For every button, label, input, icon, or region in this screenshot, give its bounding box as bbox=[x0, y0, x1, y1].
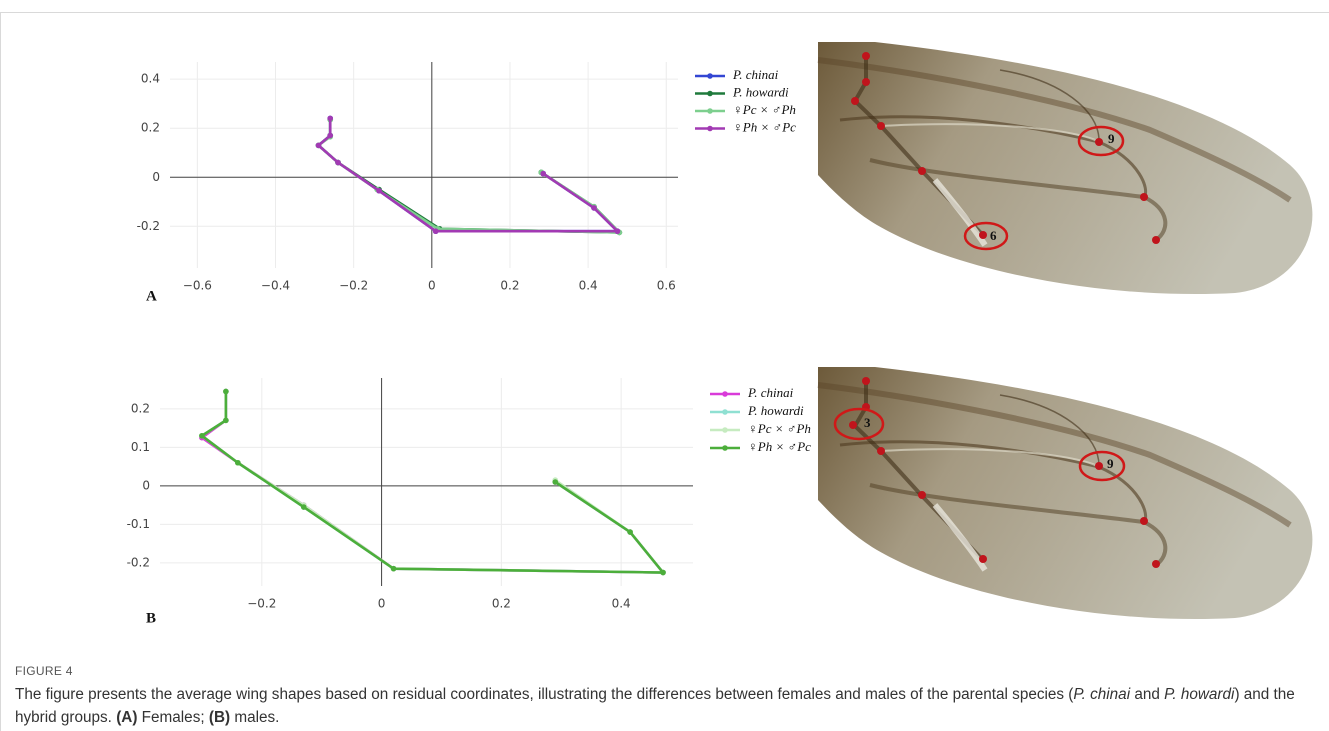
data-point bbox=[335, 160, 341, 166]
data-point bbox=[316, 143, 322, 149]
series-line bbox=[202, 391, 663, 572]
caption-text: (B) bbox=[209, 709, 230, 726]
y-tick-label: 0 bbox=[152, 170, 160, 184]
y-tick-label: 0.2 bbox=[131, 401, 150, 415]
legend-swatch bbox=[722, 409, 728, 415]
data-point bbox=[199, 433, 205, 439]
data-point bbox=[552, 479, 558, 485]
series-line bbox=[318, 118, 617, 231]
data-point bbox=[223, 389, 229, 395]
y-tick-label: -0.1 bbox=[127, 517, 150, 531]
legend-label: P. howardi bbox=[732, 84, 789, 99]
legend-swatch bbox=[707, 91, 713, 97]
caption-text: P. chinai bbox=[1073, 686, 1130, 703]
data-point bbox=[327, 133, 333, 139]
x-tick-label: −0.4 bbox=[261, 279, 290, 293]
legend-label: ♀Ph × ♂Pc bbox=[733, 119, 796, 134]
legend-label: ♀Pc × ♂Ph bbox=[748, 421, 811, 436]
data-point bbox=[301, 504, 307, 510]
x-tick-label: 0.6 bbox=[657, 279, 676, 293]
data-point bbox=[376, 188, 382, 194]
landmark-label: 9 bbox=[1107, 456, 1114, 471]
data-point bbox=[615, 228, 621, 234]
y-tick-label: -0.2 bbox=[127, 555, 150, 569]
data-point bbox=[433, 228, 439, 234]
wing-image: 9 6 bbox=[818, 42, 1312, 294]
y-tick-label: -0.2 bbox=[137, 219, 160, 233]
legend-label: P. chinai bbox=[732, 67, 779, 82]
x-tick-label: 0.2 bbox=[500, 279, 519, 293]
panel-label: A bbox=[146, 288, 157, 304]
legend-label: P. howardi bbox=[747, 403, 804, 418]
figure-graphics: 9 6 3 9 A B −0.6 −0.4 −0.2 0 0.2 0.4 0.6 -0.2 0 0… bbox=[0, 0, 1329, 660]
x-tick-label: 0.4 bbox=[612, 597, 631, 611]
page: {"chart_data": [ {"type": "line", "panel… bbox=[0, 0, 1329, 731]
legend-label: ♀Ph × ♂Pc bbox=[748, 439, 811, 454]
data-point bbox=[591, 205, 597, 211]
caption-text: P. howardi bbox=[1164, 686, 1234, 703]
series-line bbox=[202, 391, 663, 572]
y-tick-label: 0.1 bbox=[131, 440, 150, 454]
x-tick-label: 0 bbox=[428, 279, 436, 293]
x-tick-label: −0.2 bbox=[339, 279, 368, 293]
legend-swatch bbox=[722, 445, 728, 451]
data-point bbox=[540, 171, 546, 177]
landmark-label: 3 bbox=[864, 415, 871, 430]
series-line bbox=[202, 391, 663, 572]
caption-text: Females; bbox=[137, 709, 208, 726]
legend-swatch bbox=[722, 427, 728, 433]
series-line bbox=[202, 391, 663, 572]
wing-image: 3 9 bbox=[818, 367, 1312, 619]
caption-text: and bbox=[1130, 686, 1164, 703]
chart: −0.6 −0.4 −0.2 0 0.2 0.4 0.6 -0.2 0 0.2 0.4 P. chin… bbox=[137, 62, 797, 293]
x-tick-label: 0.4 bbox=[579, 279, 598, 293]
legend-swatch bbox=[722, 391, 728, 397]
chart: −0.2 0 0.2 0.4 -0.2 -0.1 0 0.1 0.2 P. chinai P. ho… bbox=[127, 378, 812, 611]
data-point bbox=[627, 529, 633, 535]
series-line bbox=[318, 118, 617, 231]
caption-text: The figure presents the average wing sha… bbox=[15, 686, 1073, 703]
x-tick-label: 0.2 bbox=[492, 597, 511, 611]
x-tick-label: 0 bbox=[378, 597, 386, 611]
data-point bbox=[235, 460, 241, 466]
caption-text: males. bbox=[230, 709, 279, 726]
data-point bbox=[391, 566, 397, 572]
y-tick-label: 0.4 bbox=[141, 72, 160, 86]
panel-label: B bbox=[146, 610, 156, 626]
legend-swatch bbox=[707, 108, 713, 114]
landmark-label: 9 bbox=[1108, 131, 1115, 146]
y-tick-label: 0 bbox=[142, 478, 150, 492]
legend-label: ♀Pc × ♂Ph bbox=[733, 102, 796, 117]
series-line bbox=[318, 120, 619, 233]
data-point bbox=[223, 418, 229, 424]
figure-label: FIGURE 4 bbox=[15, 664, 73, 678]
data-point bbox=[660, 570, 666, 576]
x-tick-label: −0.6 bbox=[183, 279, 212, 293]
figure-caption: The figure presents the average wing sha… bbox=[15, 683, 1315, 729]
caption-text: (A) bbox=[116, 709, 137, 726]
landmark-label: 6 bbox=[990, 228, 997, 243]
legend-label: P. chinai bbox=[747, 385, 794, 400]
x-tick-label: −0.2 bbox=[247, 597, 276, 611]
legend-swatch bbox=[707, 73, 713, 79]
legend-swatch bbox=[707, 126, 713, 132]
series-line bbox=[318, 120, 619, 233]
data-point bbox=[327, 116, 333, 122]
y-tick-label: 0.2 bbox=[141, 121, 160, 135]
